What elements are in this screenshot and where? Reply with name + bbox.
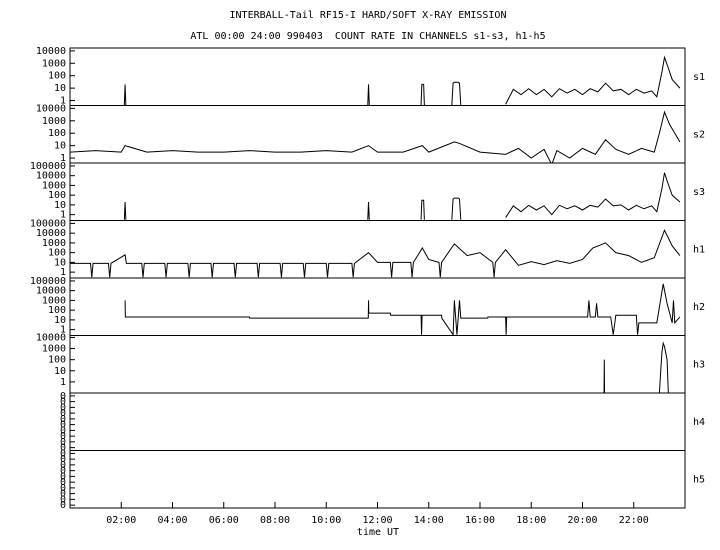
trace bbox=[124, 283, 681, 336]
y-tick-label: 0 bbox=[60, 414, 66, 425]
y-tick-label: 10000 bbox=[36, 228, 66, 239]
y-tick-label: 10 bbox=[54, 257, 66, 268]
y-tick-label: 1 bbox=[60, 96, 66, 107]
panel-frame bbox=[69, 335, 686, 394]
trace bbox=[123, 172, 681, 220]
y-tick-label: 10 bbox=[54, 83, 66, 94]
x-tick-label: 14:00 bbox=[414, 515, 444, 526]
y-tick-label: 10 bbox=[54, 200, 66, 211]
y-tick-label: 100 bbox=[48, 128, 66, 139]
y-tick-label: 100 bbox=[48, 248, 66, 259]
y-tick-label: 1000 bbox=[42, 238, 66, 249]
y-tick-label: 1000 bbox=[42, 344, 66, 355]
y-tick-label: 0 bbox=[60, 443, 66, 454]
x-tick-label: 18:00 bbox=[516, 515, 546, 526]
y-tick-label: 10 bbox=[54, 141, 66, 152]
y-tick-label: 1000 bbox=[42, 180, 66, 191]
y-tick-label: 100 bbox=[48, 190, 66, 201]
y-tick-label: 1 bbox=[60, 267, 66, 278]
y-tick-label: 0 bbox=[60, 494, 66, 505]
y-tick-label: 10000 bbox=[36, 286, 66, 297]
trace bbox=[603, 341, 669, 393]
y-tick-label: 0 bbox=[60, 489, 66, 500]
y-tick-label: 10000 bbox=[36, 332, 66, 343]
panel-frame bbox=[69, 450, 686, 509]
trace bbox=[70, 228, 681, 278]
y-tick-label: 100000 bbox=[30, 161, 66, 172]
x-tick-label: 10:00 bbox=[311, 515, 341, 526]
y-tick-label: 100000 bbox=[30, 218, 66, 229]
panel-frame bbox=[69, 47, 686, 106]
panel-frame bbox=[69, 392, 686, 451]
y-tick-label: 0 bbox=[60, 454, 66, 465]
chart-subtitle: ATL 00:00 24:00 990403 COUNT RATE IN CHA… bbox=[190, 31, 545, 42]
x-tick-label: 12:00 bbox=[362, 515, 392, 526]
y-tick-label: 0 bbox=[60, 408, 66, 419]
panel-label: h2 bbox=[693, 302, 705, 313]
panel-label: h4 bbox=[693, 417, 705, 428]
y-tick-label: 0 bbox=[60, 500, 66, 511]
panel-label: s2 bbox=[693, 129, 705, 140]
y-tick-label: 100 bbox=[48, 355, 66, 366]
panel-label: s3 bbox=[693, 187, 705, 198]
panel-frame bbox=[69, 220, 686, 279]
panel-frame bbox=[69, 105, 686, 164]
y-tick-label: 0 bbox=[60, 391, 66, 402]
panel-label: h3 bbox=[693, 359, 705, 370]
trace bbox=[70, 110, 681, 163]
y-tick-label: 1 bbox=[60, 153, 66, 164]
y-tick-label: 10 bbox=[54, 366, 66, 377]
y-tick-label: 10 bbox=[54, 315, 66, 326]
y-tick-label: 100 bbox=[48, 305, 66, 316]
y-tick-label: 1 bbox=[60, 325, 66, 336]
y-tick-label: 0 bbox=[60, 420, 66, 431]
y-tick-label: 1000 bbox=[42, 295, 66, 306]
y-tick-label: 0 bbox=[60, 460, 66, 471]
y-tick-label: 100 bbox=[48, 71, 66, 82]
y-tick-label: 1 bbox=[60, 210, 66, 221]
x-tick-label: 02:00 bbox=[106, 515, 136, 526]
panel-label: h5 bbox=[693, 474, 705, 485]
y-tick-label: 0 bbox=[60, 431, 66, 442]
y-tick-label: 1000 bbox=[42, 58, 66, 69]
y-tick-label: 1000 bbox=[42, 116, 66, 127]
y-tick-label: 10000 bbox=[36, 103, 66, 114]
y-tick-label: 0 bbox=[60, 477, 66, 488]
y-tick-label: 10000 bbox=[36, 46, 66, 57]
panel-frame bbox=[69, 162, 686, 221]
panel-frame bbox=[69, 277, 686, 336]
y-tick-label: 1 bbox=[60, 377, 66, 388]
x-tick-label: 16:00 bbox=[465, 515, 495, 526]
x-tick-label: 22:00 bbox=[619, 515, 649, 526]
y-tick-label: 0 bbox=[60, 425, 66, 436]
x-tick-label: 04:00 bbox=[157, 515, 187, 526]
y-tick-label: 0 bbox=[60, 483, 66, 494]
y-tick-label: 0 bbox=[60, 402, 66, 413]
x-tick-label: 20:00 bbox=[567, 515, 597, 526]
trace bbox=[123, 55, 681, 106]
y-tick-label: 0 bbox=[60, 397, 66, 408]
x-tick-label: 06:00 bbox=[209, 515, 239, 526]
chart-title: INTERBALL-Tail RF15-I HARD/SOFT X-RAY EM… bbox=[230, 10, 507, 21]
panel-label: h1 bbox=[693, 244, 705, 255]
y-tick-label: 100000 bbox=[30, 276, 66, 287]
y-tick-label: 0 bbox=[60, 448, 66, 459]
x-axis-label: time UT bbox=[357, 527, 399, 538]
panel-label: s1 bbox=[693, 72, 705, 83]
x-tick-label: 08:00 bbox=[260, 515, 290, 526]
y-tick-label: 10000 bbox=[36, 171, 66, 182]
y-tick-label: 0 bbox=[60, 471, 66, 482]
y-tick-label: 0 bbox=[60, 466, 66, 477]
y-tick-label: 0 bbox=[60, 437, 66, 448]
